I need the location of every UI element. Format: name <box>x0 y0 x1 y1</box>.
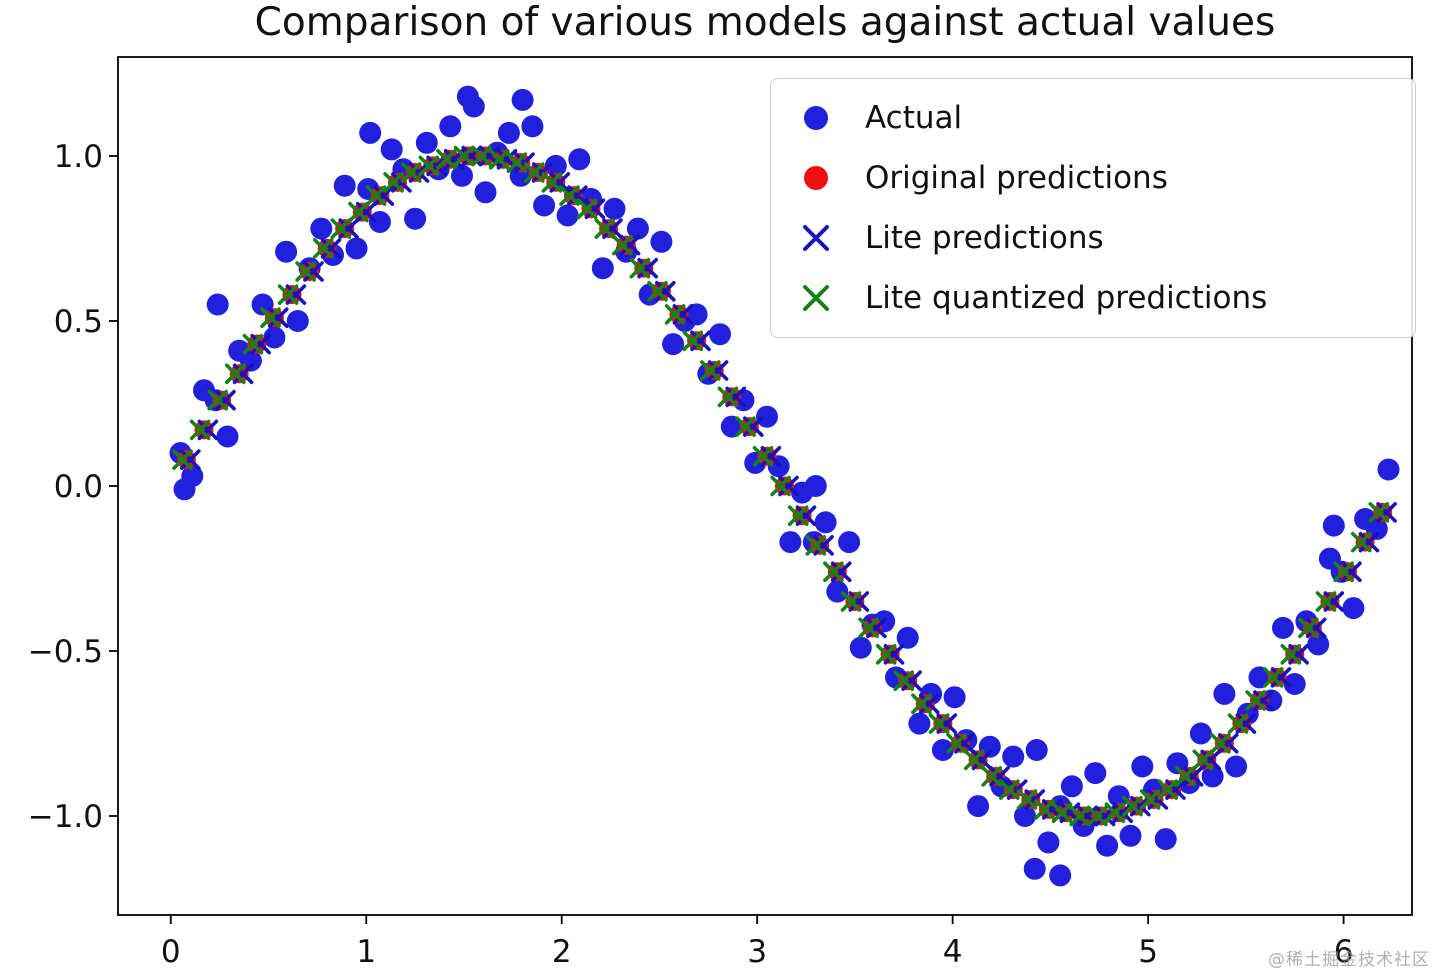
x-tick-label: 4 <box>943 934 963 970</box>
legend-item-actual: Actual <box>793 93 1393 143</box>
legend-item-original-predictions: Original predictions <box>793 153 1393 203</box>
y-tick-label: 0.0 <box>54 469 103 505</box>
chart-title: Comparison of various models against act… <box>254 0 1276 45</box>
y-tick-label: −0.5 <box>28 634 103 670</box>
lite-predictions-marker-icon <box>793 221 839 255</box>
x-tick-label: 1 <box>356 934 376 970</box>
original-predictions-marker-icon <box>793 161 839 195</box>
x-tick-label: 2 <box>552 934 572 970</box>
legend-label: Original predictions <box>865 160 1168 196</box>
legend-label: Lite quantized predictions <box>865 280 1268 316</box>
legend-item-lite-predictions: Lite predictions <box>793 213 1393 263</box>
x-tick-label: 3 <box>747 934 767 970</box>
x-tick-label: 5 <box>1138 934 1158 970</box>
actual-marker-icon <box>793 101 839 135</box>
y-tick-label: 0.5 <box>54 304 103 340</box>
legend-item-lite-quantized-predictions: Lite quantized predictions <box>793 273 1393 323</box>
watermark: @稀土掘金技术社区 <box>1268 950 1430 970</box>
x-tick-label: 6 <box>1334 934 1354 970</box>
legend-label: Actual <box>865 100 963 136</box>
y-tick-label: 1.0 <box>54 139 103 175</box>
lite-quantized-predictions-marker-icon <box>793 281 839 315</box>
x-tick-label: 0 <box>161 934 181 970</box>
series-lite-quantized-predictions <box>172 145 1390 827</box>
legend-label: Lite predictions <box>865 220 1104 256</box>
y-tick-label: −1.0 <box>28 799 103 835</box>
legend: Actual Original predictions Lite predictio… <box>770 78 1416 338</box>
axes-frame <box>117 56 1413 916</box>
